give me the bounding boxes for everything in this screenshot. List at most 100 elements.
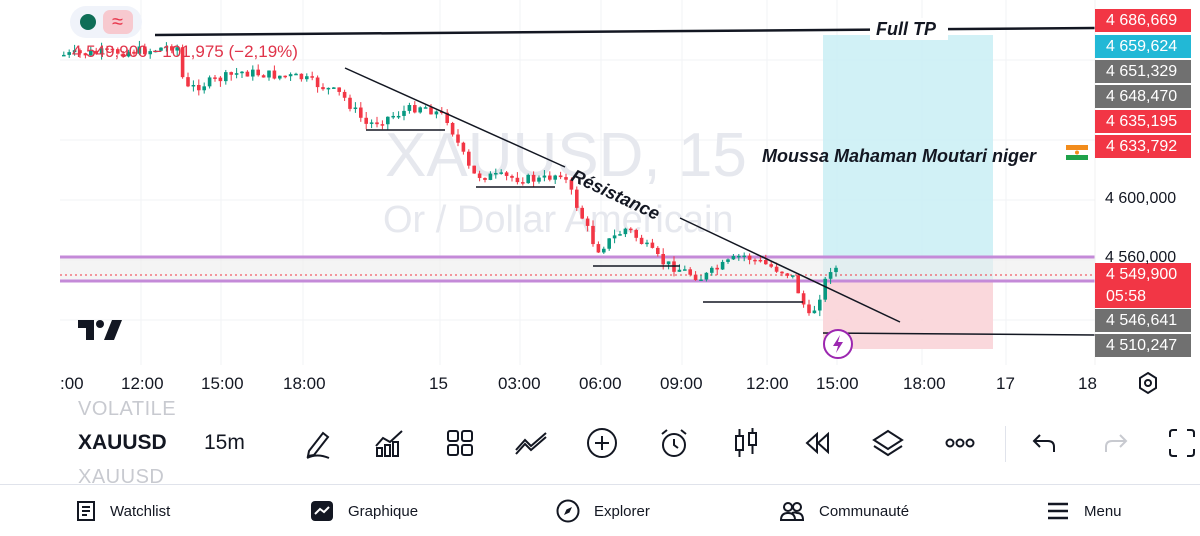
- candle-body: [591, 225, 595, 245]
- layers-icon: [872, 429, 904, 457]
- wave-icon: ≈: [102, 10, 133, 34]
- time-axis-label: 17: [996, 374, 1015, 393]
- candle-body: [607, 238, 611, 249]
- take-profit-zone: [823, 35, 993, 280]
- candle-body: [710, 267, 714, 273]
- redo-button[interactable]: [1098, 425, 1134, 461]
- layers-button[interactable]: [870, 425, 906, 461]
- price-axis-tag: 4 651,329: [1095, 60, 1191, 83]
- replay-button[interactable]: [799, 425, 835, 461]
- candle-body: [580, 207, 584, 219]
- nav-menu[interactable]: Menu: [1046, 485, 1122, 536]
- candle-body: [812, 310, 817, 314]
- time-axis-label: 03:00: [498, 374, 541, 393]
- rewind-icon: [805, 431, 829, 455]
- candle-body: [364, 117, 368, 124]
- candle-body: [386, 116, 390, 125]
- compare-button[interactable]: [513, 425, 549, 461]
- candle-body: [504, 172, 509, 176]
- candle-body: [537, 177, 541, 182]
- candle-body: [704, 272, 709, 280]
- time-axis-label: :00: [60, 374, 84, 393]
- nav-explorer[interactable]: Explorer: [556, 485, 650, 536]
- candle-body: [818, 299, 822, 311]
- drawing-tool-button[interactable]: [300, 425, 336, 461]
- candle-body: [170, 46, 174, 51]
- candle-body: [467, 151, 471, 166]
- interval-button[interactable]: 15m: [204, 431, 245, 454]
- candle-body: [699, 279, 703, 281]
- resistance-trendline-upper: [344, 67, 566, 168]
- chart-type-button[interactable]: [728, 425, 764, 461]
- candle-body: [677, 269, 682, 272]
- layout-button[interactable]: [442, 425, 478, 461]
- candle-body: [623, 228, 628, 235]
- candle-body: [483, 177, 487, 180]
- candle-body: [629, 228, 633, 231]
- nav-label: Explorer: [594, 502, 650, 520]
- price-axis-tag: 4 635,195: [1095, 110, 1191, 133]
- candle-body: [159, 47, 163, 51]
- candle-body: [116, 49, 120, 54]
- undo-button[interactable]: [1026, 425, 1062, 461]
- watermark-description: Or / Dollar Américain: [383, 199, 734, 241]
- chart-area[interactable]: XAUUSD, 15 Or / Dollar Américain Full TP…: [0, 0, 1200, 400]
- watchlist-icon: [77, 501, 95, 521]
- candle-body: [558, 175, 563, 178]
- ghost-symbol-below: XAUUSD: [78, 466, 165, 488]
- candle-body: [407, 105, 412, 111]
- price-chart[interactable]: XAUUSD, 15 Or / Dollar Américain Full TP…: [0, 0, 1200, 400]
- plus-circle-icon: [587, 428, 617, 458]
- candle-body: [153, 50, 158, 53]
- candle-body: [645, 242, 649, 245]
- more-button[interactable]: [942, 425, 978, 461]
- candle-body: [688, 269, 692, 275]
- candle-body: [353, 107, 358, 110]
- candle-body: [413, 105, 417, 113]
- alert-button[interactable]: [656, 425, 692, 461]
- candle-body: [564, 177, 568, 180]
- candle-body: [531, 174, 536, 182]
- candle-body: [834, 267, 838, 273]
- add-button[interactable]: [584, 425, 620, 461]
- time-axis-label: 12:00: [121, 374, 164, 393]
- nav-label: Communauté: [819, 502, 910, 520]
- candle-body: [450, 122, 455, 135]
- candle-body: [137, 46, 142, 54]
- candle-body: [758, 259, 763, 262]
- symbol-button[interactable]: XAUUSD: [78, 431, 167, 454]
- candle-body: [602, 248, 606, 253]
- nav-chart[interactable]: Graphique: [310, 485, 418, 536]
- candle-body: [753, 259, 757, 262]
- price-axis-tag: 4 510,247: [1095, 334, 1191, 357]
- indicator-toggle-pill[interactable]: ≈: [70, 6, 142, 38]
- candle-body: [180, 47, 185, 78]
- candle-body: [720, 261, 725, 270]
- candle-body: [780, 271, 784, 274]
- candle-body: [261, 75, 266, 78]
- fullscreen-icon: [1169, 429, 1195, 457]
- candlesticks: [62, 40, 838, 317]
- nav-label: Watchlist: [110, 502, 171, 520]
- candle-body: [423, 107, 428, 109]
- candle-body: [548, 175, 552, 180]
- fullscreen-button[interactable]: [1164, 425, 1200, 461]
- candle-body: [396, 115, 401, 118]
- candle-body: [666, 261, 671, 265]
- candle-body: [207, 77, 212, 87]
- alarm-clock-icon: [661, 429, 687, 457]
- time-axis-label: 15:00: [201, 374, 244, 393]
- candle-body: [585, 218, 590, 226]
- price-change-header: 4 549,900 −101,975 (−2,19%): [72, 42, 298, 62]
- indicators-button[interactable]: [371, 425, 407, 461]
- nav-community[interactable]: Communauté: [779, 485, 909, 536]
- candle-body: [380, 124, 385, 126]
- candle-body: [575, 189, 579, 208]
- niger-flag-icon: [1066, 145, 1088, 160]
- price-change: −101,975 (−2,19%): [152, 42, 298, 61]
- candle-body: [83, 53, 88, 56]
- nav-watchlist[interactable]: Watchlist: [76, 485, 170, 536]
- candle-body: [639, 237, 644, 244]
- candle-body: [472, 165, 476, 174]
- toolbar-divider: [1005, 426, 1006, 462]
